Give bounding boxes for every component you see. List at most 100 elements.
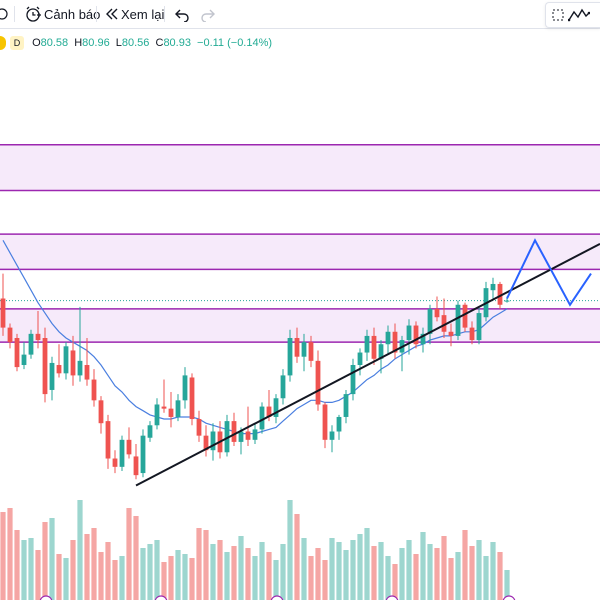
volume-bar — [294, 514, 300, 600]
undo-button[interactable] — [174, 4, 190, 24]
high-value: 80.96 — [82, 36, 110, 49]
volume-bar — [35, 550, 41, 600]
event-marker-icon — [270, 595, 284, 600]
candle — [224, 414, 230, 457]
redo-button[interactable] — [200, 4, 216, 24]
candle-body — [56, 365, 62, 374]
volume-bar — [154, 540, 160, 600]
volume-bar — [378, 542, 384, 600]
volume-bar — [175, 550, 181, 600]
candle-body — [238, 431, 244, 442]
candle — [49, 356, 55, 401]
candle-body — [224, 421, 230, 453]
candle-body — [287, 338, 293, 376]
candle — [84, 338, 90, 386]
volume-bar — [357, 534, 363, 600]
volume-bar — [245, 548, 251, 600]
rewind-icon — [106, 8, 118, 20]
zone-fill-1 — [0, 234, 600, 270]
interval-badge: D — [10, 36, 24, 50]
candle-body — [42, 338, 48, 395]
volume-bar — [259, 542, 265, 600]
replay-label: Xem lại — [121, 6, 165, 22]
candle — [182, 367, 188, 409]
candle-body — [476, 313, 482, 341]
candle-body — [105, 421, 111, 459]
volume-bar — [455, 552, 461, 600]
volume-bar — [231, 546, 237, 600]
volume-bar — [49, 518, 55, 600]
dotted-select-icon[interactable] — [552, 9, 564, 21]
candle-body — [259, 406, 265, 430]
candle — [413, 321, 419, 349]
open-label: O — [32, 36, 41, 49]
candle-body — [273, 398, 279, 417]
volume-bar — [364, 528, 370, 600]
alert-button[interactable]: Cảnh báo — [24, 4, 100, 24]
volume-bar — [112, 560, 118, 600]
candle — [322, 402, 328, 449]
candle — [441, 298, 447, 338]
candle — [294, 327, 300, 363]
candle — [98, 396, 104, 434]
candle-body — [294, 338, 300, 357]
alarm-clock-icon — [26, 6, 41, 22]
candle — [7, 323, 13, 349]
candle-body — [119, 439, 125, 467]
top-toolbar: Cảnh báo Xem lại — [0, 0, 600, 29]
volume-bar — [238, 536, 244, 600]
candle-body — [49, 362, 55, 390]
candle — [273, 394, 279, 424]
candle-body — [126, 439, 132, 455]
candle-body — [315, 360, 321, 405]
candle — [315, 350, 321, 411]
candle — [196, 410, 202, 442]
candle — [364, 329, 370, 361]
replay-button[interactable]: Xem lại — [104, 4, 164, 24]
candle — [287, 329, 293, 382]
candle-body — [175, 400, 181, 417]
volume-bar — [126, 508, 132, 600]
candle — [259, 402, 265, 434]
candle-body — [336, 416, 342, 432]
volume-bar — [196, 528, 202, 600]
candle-body — [182, 375, 188, 401]
event-marker-icon — [502, 595, 516, 600]
candle-body — [154, 404, 160, 426]
candle-body — [406, 325, 412, 341]
volume-bar — [63, 558, 69, 600]
candle — [448, 323, 454, 347]
volume-bar — [406, 540, 412, 600]
volume-bar — [287, 500, 293, 600]
candle-body — [357, 352, 363, 366]
volume-bar — [203, 530, 209, 600]
candle-body — [434, 308, 440, 318]
candle — [357, 348, 363, 376]
candle-body — [210, 431, 216, 451]
candle-body — [133, 456, 139, 476]
candle — [392, 323, 398, 359]
candle — [63, 342, 69, 380]
candle — [308, 335, 314, 368]
candle — [476, 306, 482, 345]
symbol-marker — [0, 36, 6, 50]
drawings — [135, 238, 600, 487]
candle-body — [189, 377, 195, 420]
volume-bar — [217, 540, 223, 600]
candle-body — [427, 308, 433, 334]
candle-body — [147, 425, 153, 438]
volume-bar — [462, 530, 468, 600]
candlesticks — [0, 273, 510, 480]
support-trendline — [135, 242, 600, 487]
candle — [406, 319, 412, 355]
drawing-tool-icon[interactable] — [0, 4, 14, 24]
redo-icon — [201, 9, 215, 22]
candle — [91, 369, 97, 407]
volume-bar — [7, 508, 13, 600]
candle-body — [203, 435, 209, 451]
candle-body — [35, 333, 41, 341]
pattern-drawing-icon[interactable] — [568, 7, 590, 23]
volume-bar — [343, 550, 349, 600]
candle-body — [168, 408, 174, 417]
